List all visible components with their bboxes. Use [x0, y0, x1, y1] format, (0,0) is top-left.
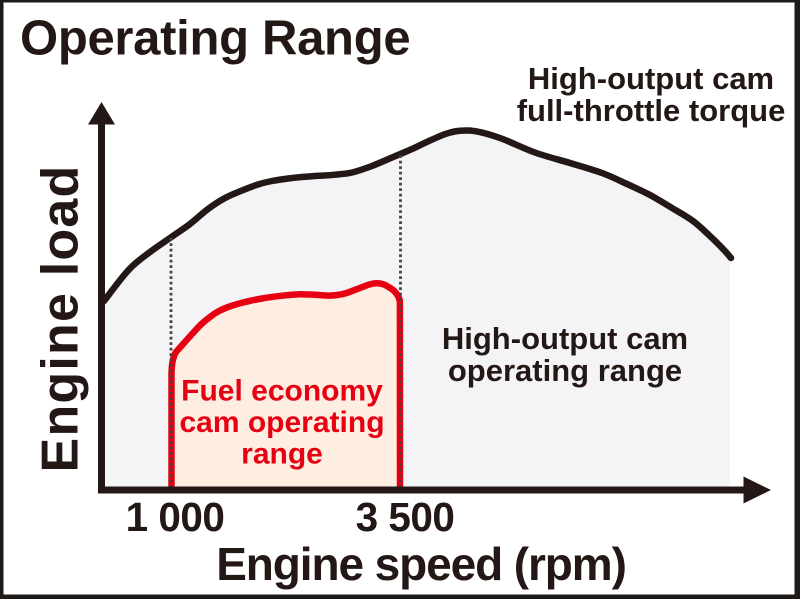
- svg-text:Engine load: Engine load: [32, 165, 90, 473]
- svg-text:1 000: 1 000: [126, 494, 225, 540]
- svg-text:Fuel economy: Fuel economy: [181, 375, 383, 408]
- svg-text:Operating Range: Operating Range: [20, 12, 410, 66]
- svg-text:range: range: [241, 438, 323, 471]
- svg-text:full-throttle torque: full-throttle torque: [517, 93, 786, 128]
- svg-text:cam operating: cam operating: [179, 406, 384, 439]
- svg-text:High-output cam: High-output cam: [528, 61, 774, 96]
- svg-text:Engine speed (rpm): Engine speed (rpm): [216, 538, 626, 590]
- svg-text:operating range: operating range: [448, 353, 682, 388]
- svg-text:High-output cam: High-output cam: [442, 321, 688, 356]
- svg-text:3 500: 3 500: [356, 494, 455, 540]
